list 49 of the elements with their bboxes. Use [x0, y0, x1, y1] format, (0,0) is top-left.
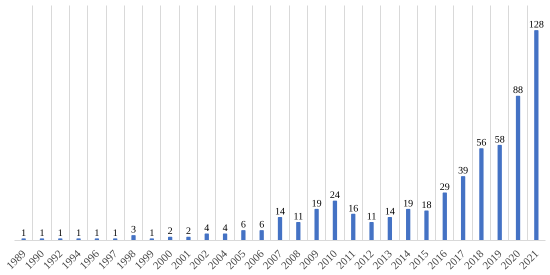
data-label: 56 — [476, 138, 486, 149]
data-label: 2 — [168, 226, 173, 238]
bar — [479, 148, 484, 240]
bar — [534, 30, 538, 240]
bar — [241, 230, 246, 240]
data-label: 1 — [39, 228, 44, 239]
data-label: 128 — [528, 20, 544, 31]
bar — [260, 230, 264, 240]
bar — [388, 217, 392, 240]
data-label: 1 — [58, 228, 63, 239]
data-label: 6 — [240, 220, 246, 231]
data-label: 16 — [348, 203, 358, 214]
data-label: 29 — [440, 182, 450, 193]
data-label: 2 — [186, 226, 191, 238]
data-label: 4 — [204, 222, 210, 234]
bar — [516, 96, 520, 240]
data-label: 1 — [112, 228, 118, 239]
data-label: 19 — [312, 198, 322, 210]
data-label: 24 — [330, 190, 340, 202]
data-label: 6 — [259, 220, 264, 231]
bar — [424, 210, 429, 240]
bar — [498, 144, 502, 240]
data-label: 14 — [384, 206, 395, 218]
data-label: 1 — [76, 228, 82, 239]
data-label: 11 — [293, 211, 304, 222]
data-label: 1 — [149, 228, 154, 239]
bar — [332, 200, 338, 240]
data-label: 4 — [222, 222, 228, 234]
bar — [351, 214, 356, 240]
data-label: 14 — [275, 206, 285, 218]
bar — [406, 208, 410, 240]
bar — [296, 222, 300, 240]
bar — [204, 233, 209, 240]
data-label: 88 — [513, 85, 524, 96]
bar — [278, 217, 282, 240]
data-label: 58 — [494, 134, 505, 146]
data-label: 3 — [131, 224, 136, 236]
data-label: 1 — [21, 228, 26, 239]
data-label: 1 — [94, 228, 100, 239]
bar — [168, 236, 172, 240]
bar — [369, 222, 374, 240]
bar — [314, 208, 319, 240]
bar — [442, 192, 447, 240]
bar — [131, 235, 136, 240]
data-label: 11 — [366, 211, 376, 222]
data-label: 18 — [421, 200, 432, 211]
data-label: 39 — [458, 166, 468, 177]
bar — [460, 176, 466, 240]
data-label: 19 — [403, 198, 414, 210]
